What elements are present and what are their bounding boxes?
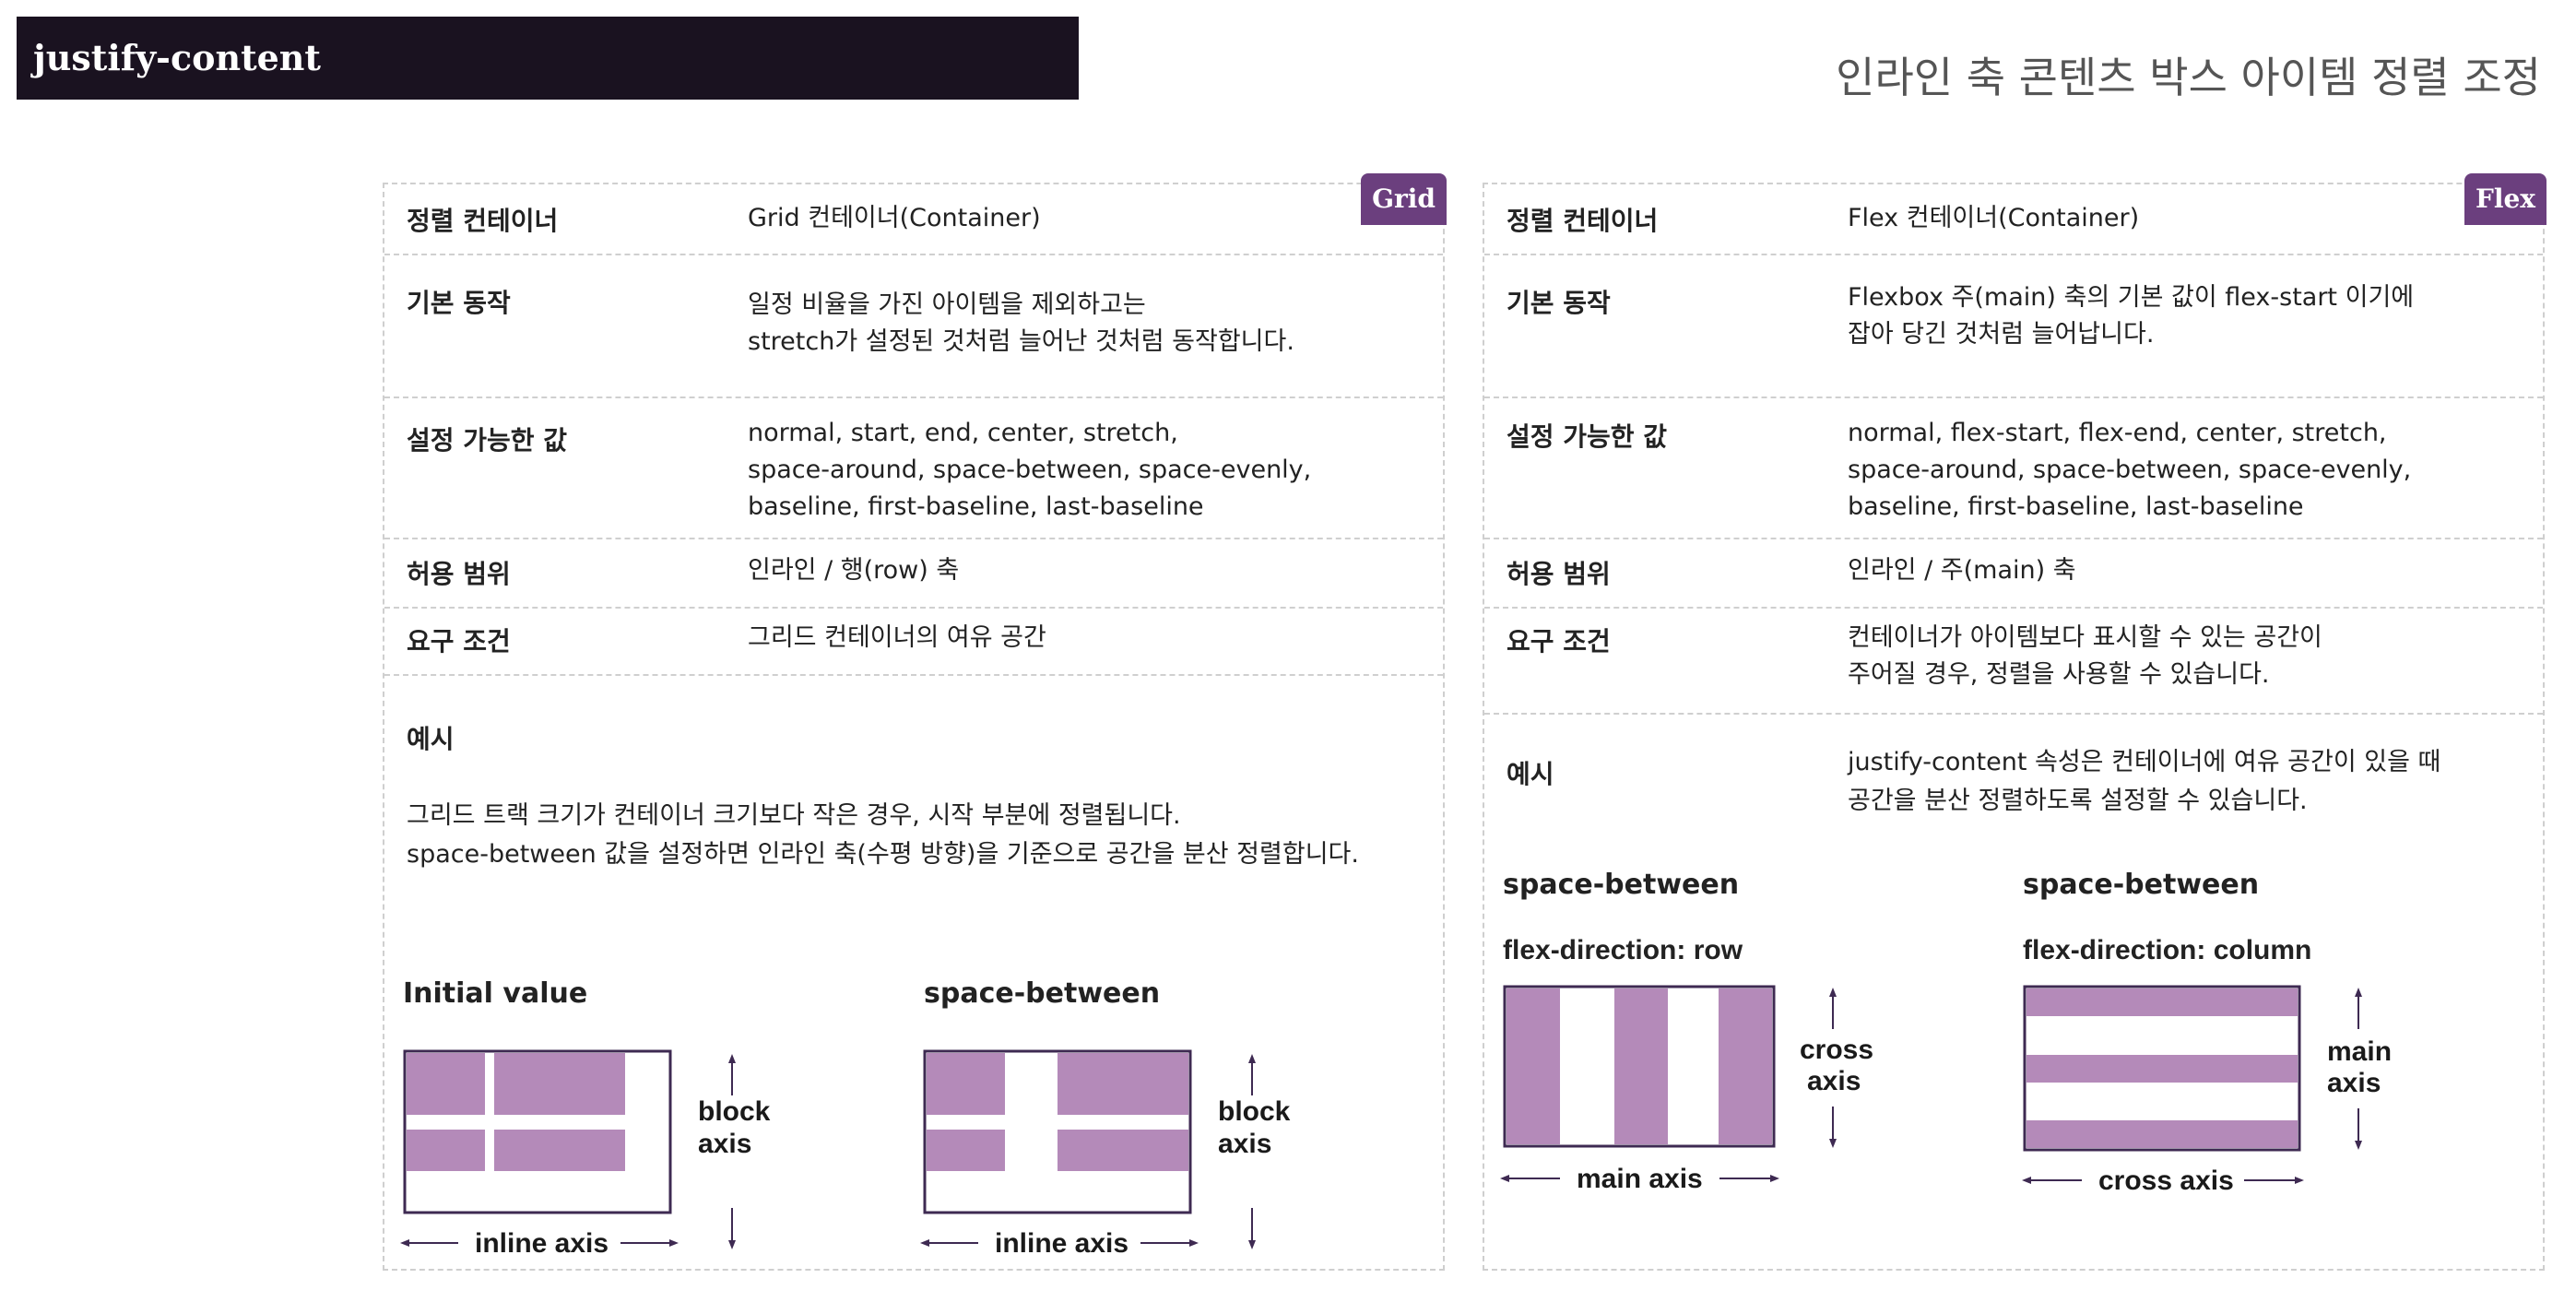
grid-row-requirement: 요구 조건 그리드 컨테이너의 여유 공간 xyxy=(384,607,1443,676)
flex-diagram1-value: space-between xyxy=(1503,869,1740,901)
grid-row-container: 정렬 컨테이너 Grid 컨테이너(Container) xyxy=(384,184,1443,255)
flex-badge: Flex xyxy=(2464,173,2546,225)
grid-example-key: 예시 xyxy=(407,724,455,754)
row-key: 기본 동작 xyxy=(407,288,511,318)
grid-diagram2-label: space-between xyxy=(924,977,1161,1010)
cross-axis-label: cross xyxy=(1800,1035,1873,1065)
page-subtitle: 인라인 축 콘텐츠 박스 아이템 정렬 조정 xyxy=(1836,53,2541,102)
inline-axis-label: inline axis xyxy=(995,1228,1128,1259)
row-key: 설정 가능한 값 xyxy=(1507,421,1668,452)
main-axis-label: axis xyxy=(2327,1068,2381,1098)
flex-diagrams: cross axis main axis main axis cross axi… xyxy=(1500,985,2392,1196)
row-value: normal, start, end, center, stretch, spac… xyxy=(748,419,1312,521)
flex-column-diagram: main axis cross axis xyxy=(2022,985,2392,1196)
flex-item xyxy=(1614,988,1668,1144)
grid-row-range: 허용 범위 인라인 / 행(row) 축 xyxy=(384,538,1443,609)
row-value: normal, flex-start, flex-end, center, st… xyxy=(1848,419,2412,521)
row-key: 정렬 컨테이너 xyxy=(407,206,559,236)
grid-row-behavior: 기본 동작 일정 비율을 가진 아이템을 제외하고는 stretch가 설정된 것… xyxy=(384,254,1443,398)
flex-item xyxy=(2027,988,2298,1016)
grid-item xyxy=(927,1130,1005,1171)
row-value: 그리드 컨테이너의 여유 공간 xyxy=(748,623,1046,652)
flex-row-behavior: 기본 동작 Flexbox 주(main) 축의 기본 값이 flex-star… xyxy=(1484,254,2543,398)
cross-axis-label: cross axis xyxy=(2098,1166,2234,1196)
flex-item xyxy=(1507,988,1560,1144)
page-title: justify-content xyxy=(17,17,1079,100)
grid-row-values: 설정 가능한 값 normal, start, end, center, str… xyxy=(384,397,1443,539)
grid-example-text: 그리드 트랙 크기가 컨테이너 크기보다 작은 경우, 시작 부분에 정렬됩니다… xyxy=(407,801,1359,869)
flex-example-key: 예시 xyxy=(1507,759,1554,789)
row-value: 인라인 / 행(row) 축 xyxy=(748,556,960,585)
flex-row-requirement: 요구 조건 컨테이너가 아이템보다 표시할 수 있는 공간이 주어질 경우, 정렬… xyxy=(1484,607,2543,715)
block-axis-label: axis xyxy=(1218,1129,1271,1159)
grid-panel: Grid 정렬 컨테이너 Grid 컨테이너(Container) 기본 동작 … xyxy=(383,173,1447,1271)
row-key: 기본 동작 xyxy=(1507,288,1611,318)
row-value: 인라인 / 주(main) 축 xyxy=(1848,556,2076,585)
flex-diagram2-value: space-between xyxy=(2023,869,2260,901)
flex-item xyxy=(1719,988,1772,1144)
block-axis-label: block xyxy=(1218,1096,1291,1127)
grid-item xyxy=(407,1053,485,1115)
flex-diagram2-direction: flex-direction: column xyxy=(2023,935,2312,965)
grid-badge: Grid xyxy=(1361,173,1447,225)
flex-item xyxy=(2027,1055,2298,1083)
main-axis-label: main xyxy=(2327,1036,2392,1067)
grid-item xyxy=(494,1130,625,1171)
flex-panel: Flex 정렬 컨테이너 Flex 컨테이너(Container) 기본 동작 … xyxy=(1483,173,2546,1271)
grid-item xyxy=(1058,1130,1188,1171)
flex-item xyxy=(2027,1120,2298,1148)
inline-axis-label: inline axis xyxy=(475,1228,609,1259)
row-key: 요구 조건 xyxy=(1507,626,1611,657)
row-key: 요구 조건 xyxy=(407,626,511,657)
row-value: Flex 컨테이너(Container) xyxy=(1848,204,2140,232)
main-axis-label: main axis xyxy=(1577,1164,1703,1194)
grid-item xyxy=(407,1130,485,1171)
flex-row-range: 허용 범위 인라인 / 주(main) 축 xyxy=(1484,538,2543,609)
row-value: Grid 컨테이너(Container) xyxy=(748,204,1041,232)
grid-initial-diagram: block axis inline axis xyxy=(400,1049,771,1259)
row-value: Flexbox 주(main) 축의 기본 값이 flex-start 이기에 잡… xyxy=(1848,283,2415,349)
row-key: 허용 범위 xyxy=(1507,559,1611,589)
block-axis-label: block xyxy=(698,1096,771,1127)
row-key: 정렬 컨테이너 xyxy=(1507,206,1659,236)
row-value: 일정 비율을 가진 아이템을 제외하고는 stretch가 설정된 것처럼 늘어난… xyxy=(748,290,1294,356)
grid-item xyxy=(494,1053,625,1115)
grid-item xyxy=(1058,1053,1188,1115)
row-key: 허용 범위 xyxy=(407,559,511,589)
flex-example-text: justify-content 속성은 컨테이너에 여유 공간이 있을 때 공간을… xyxy=(1848,748,2441,815)
grid-diagram1-label: Initial value xyxy=(403,977,588,1010)
grid-space-between-diagram: block axis inline axis xyxy=(920,1049,1291,1259)
flex-row-diagram: cross axis main axis xyxy=(1500,985,1873,1194)
block-axis-label: axis xyxy=(698,1129,751,1159)
row-key: 설정 가능한 값 xyxy=(407,425,568,456)
flex-row-values: 설정 가능한 값 normal, flex-start, flex-end, c… xyxy=(1484,397,2543,539)
grid-diagrams: block axis inline axis block axis inline… xyxy=(400,1049,1291,1259)
row-value: 컨테이너가 아이템보다 표시할 수 있는 공간이 주어질 경우, 정렬을 사용할 … xyxy=(1848,623,2322,689)
cross-axis-label: axis xyxy=(1807,1066,1861,1096)
flex-row-container: 정렬 컨테이너 Flex 컨테이너(Container) xyxy=(1484,184,2543,255)
flex-diagram1-direction: flex-direction: row xyxy=(1503,935,1743,965)
grid-item xyxy=(927,1053,1005,1115)
